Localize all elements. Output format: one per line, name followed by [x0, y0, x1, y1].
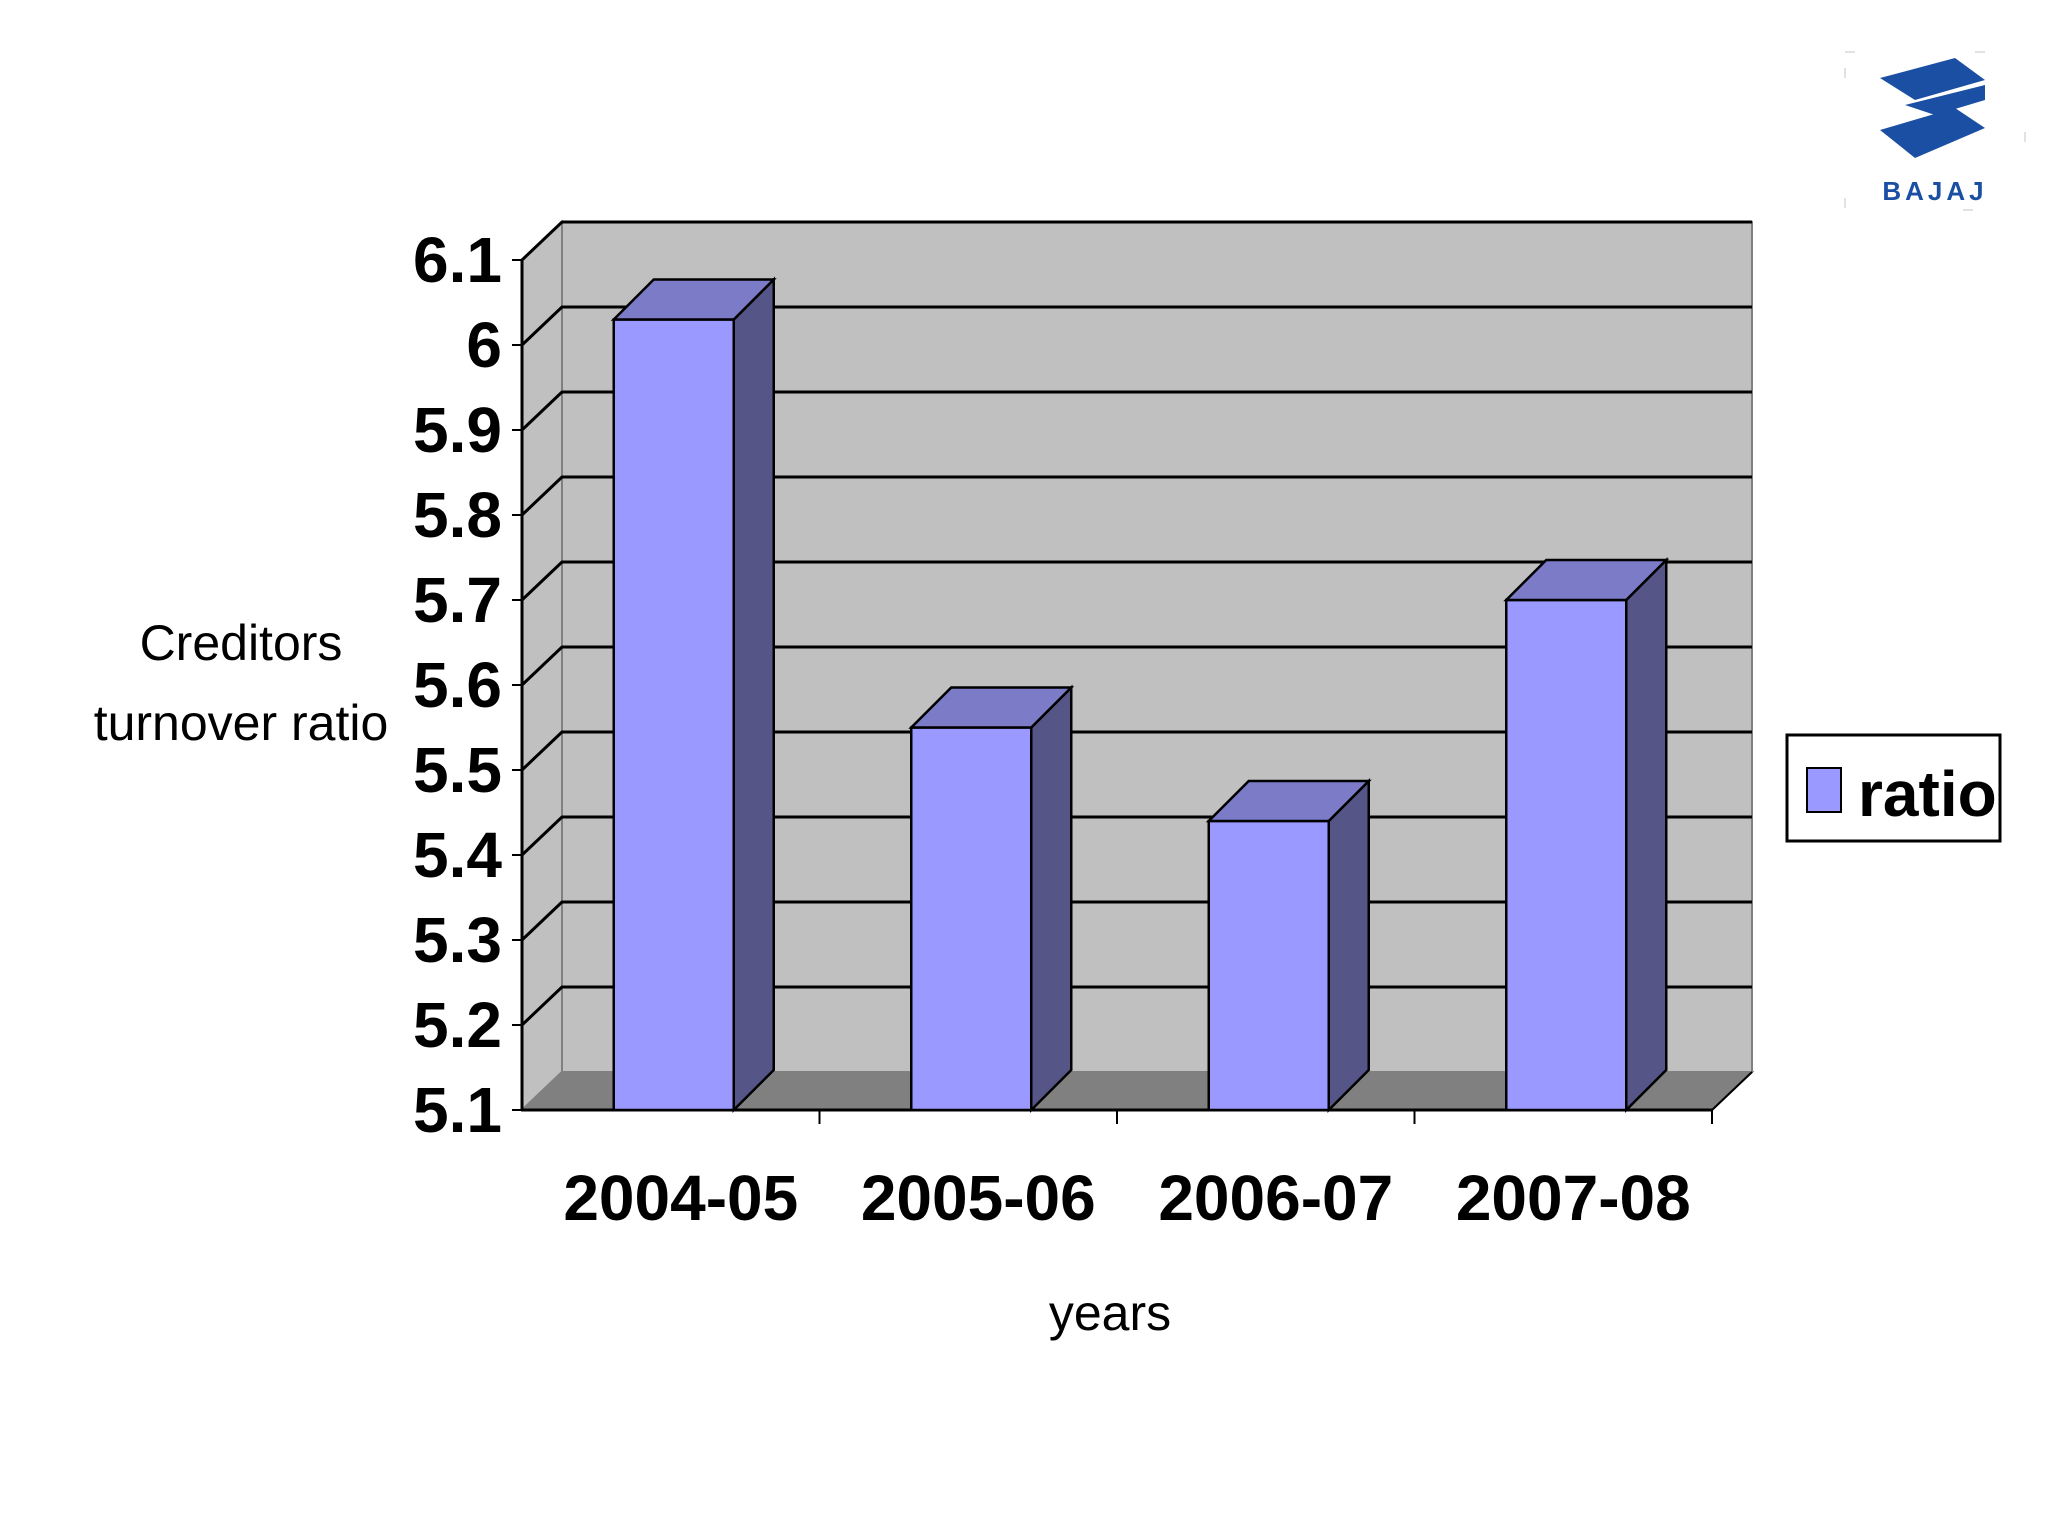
gridline: [520, 305, 1752, 347]
bar-side: [1030, 684, 1073, 1114]
y-tick-label: 5.2: [413, 989, 502, 1061]
bar-front: [612, 318, 735, 1112]
gridline: [520, 560, 1752, 602]
floor-edge: [1711, 1071, 1753, 1111]
y-axis-title: Creditors turnover ratio: [94, 615, 389, 751]
x-axis-title: years: [1049, 1285, 1171, 1341]
x-category-label: 2005-06: [861, 1162, 1096, 1234]
bar-top: [1205, 779, 1372, 823]
gridline: [520, 475, 1752, 517]
x-category-label: 2007-08: [1456, 1162, 1691, 1234]
legend-swatch: [1806, 767, 1842, 813]
bar-front: [1207, 819, 1330, 1112]
bar-front: [1505, 598, 1628, 1112]
gridline: [520, 645, 1752, 687]
y-tick-label: 6: [466, 309, 502, 381]
y-tick-label: 5.9: [413, 394, 502, 466]
bajaj-logo: BAJAJ: [1844, 51, 2026, 211]
bajaj-mark-icon: [1880, 58, 1985, 158]
gridline: [520, 730, 1752, 772]
y-tick-label: 5.7: [413, 564, 502, 636]
y-tick-label: 5.3: [413, 904, 502, 976]
gridline: [520, 220, 1752, 262]
bar-side: [1625, 556, 1668, 1114]
y-tick-label: 6.1: [413, 224, 502, 296]
x-category-label: 2006-07: [1158, 1162, 1393, 1234]
y-axis-title-line-2: turnover ratio: [94, 695, 389, 751]
y-tick-label: 5.6: [413, 649, 502, 721]
x-category-label: 2004-05: [563, 1162, 798, 1234]
bar-top: [610, 278, 777, 321]
y-tick-label: 5.4: [413, 819, 502, 891]
logo-text: BAJAJ: [1882, 176, 1987, 206]
bar-top: [1503, 558, 1670, 602]
bar-top: [908, 686, 1075, 729]
y-tick-label: 5.8: [413, 479, 502, 551]
y-axis-title-line-1: Creditors: [140, 615, 343, 671]
bar-side: [732, 276, 775, 1114]
plot-area: 5.1 5.2 5.3 5.4 5.5 5.6 5.7 5.8 5.9 6 6.1 2004-05 20…: [413, 219, 1755, 1234]
bar-side: [1327, 777, 1370, 1114]
y-tick-label: 5.1: [413, 1074, 502, 1146]
legend-entry-ratio: ratio: [1858, 758, 1997, 830]
gridline: [520, 390, 1752, 432]
legend: ratio: [1785, 733, 2002, 843]
y-tick-label: 5.5: [413, 734, 502, 806]
bar-front: [910, 726, 1033, 1112]
